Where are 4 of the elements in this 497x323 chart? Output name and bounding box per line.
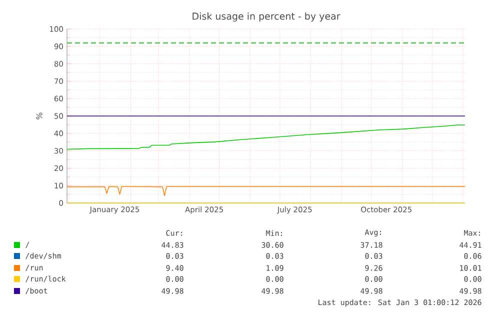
line-series — [66, 124, 466, 150]
line-series — [66, 186, 466, 196]
chart-title: Disk usage in percent - by year — [192, 12, 340, 22]
y-axis-title: % — [36, 112, 42, 120]
